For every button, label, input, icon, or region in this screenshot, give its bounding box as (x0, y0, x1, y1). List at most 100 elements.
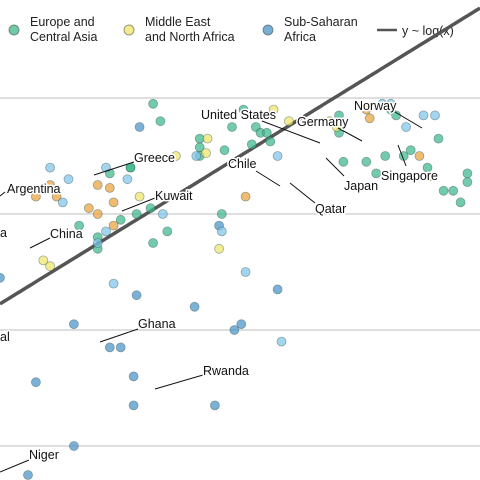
point-series2-17 (69, 441, 79, 451)
legend-marker-ssa (262, 24, 274, 36)
point-series1-6 (38, 255, 49, 266)
point-series2-6 (0, 272, 5, 283)
point-series0-37 (462, 177, 473, 188)
point-series2-1 (131, 290, 142, 301)
point-series1-0 (201, 148, 211, 159)
point-series4-18 (157, 209, 168, 219)
point-series1-9 (170, 151, 181, 161)
annotation-label-3: Japan (344, 179, 378, 193)
annotation-leader-4 (397, 144, 407, 167)
point-series0-8 (246, 139, 257, 150)
point-series0-36 (462, 168, 473, 179)
point-series3-9 (182, 191, 193, 202)
point-series0-5 (219, 145, 230, 156)
annotation-label-15: Niger (29, 448, 59, 462)
annotation-label-11: a (0, 226, 7, 240)
annotation-label-0: Norway (354, 99, 397, 113)
point-series4-5 (45, 162, 55, 173)
point-series0-13 (216, 209, 227, 219)
point-series2-14 (236, 319, 247, 330)
point-series2-13 (229, 325, 240, 335)
annotation-label-7: Greece (134, 151, 175, 165)
point-series0-1 (155, 116, 166, 127)
point-series3-12 (364, 113, 375, 124)
point-series0-15 (148, 238, 159, 248)
point-series3-1 (45, 180, 55, 190)
point-series0-26 (380, 151, 391, 161)
point-series0-41 (74, 220, 84, 231)
annotation-leader-1 (261, 120, 321, 144)
point-series4-15 (401, 122, 412, 132)
point-series3-8 (104, 182, 115, 193)
point-series4-6 (57, 197, 68, 208)
annotation-label-12: Ghana (138, 317, 176, 331)
point-series2-5 (31, 377, 41, 388)
point-series2-4 (115, 342, 126, 353)
point-series3-4 (92, 180, 103, 190)
annotation-leader-5 (255, 170, 281, 187)
point-series4-7 (63, 174, 74, 185)
point-series0-17 (131, 209, 142, 219)
point-series3-13 (414, 151, 425, 161)
point-series1-1 (268, 104, 279, 115)
point-series0-35 (455, 197, 466, 208)
point-series1-3 (283, 116, 294, 127)
point-series0-0 (148, 98, 159, 109)
point-series4-1 (216, 226, 227, 237)
point-series1-5 (45, 261, 55, 272)
legend-label-mena-line1: Middle East (145, 15, 211, 29)
annotation-leader-2 (337, 127, 363, 142)
annotation-leader-7 (93, 161, 135, 176)
point-series3-3 (83, 203, 94, 214)
point-series4-4 (101, 226, 111, 237)
legend-label-europe-line1: Europe and (30, 15, 95, 29)
point-series3-6 (108, 197, 119, 208)
point-series4-3 (276, 336, 287, 347)
point-series1-10 (214, 243, 225, 254)
annotation-label-8: Kuwait (155, 189, 193, 203)
point-series4-0 (191, 151, 202, 161)
point-series0-32 (433, 133, 444, 144)
point-series0-18 (115, 214, 126, 225)
legend: Europe and Central Asia Middle East and … (8, 15, 454, 44)
point-series0-33 (438, 185, 449, 196)
annotation-leader-14 (154, 374, 204, 390)
legend-label-ssa-line2: Africa (284, 30, 316, 44)
annotation-leader-10 (29, 237, 51, 249)
legend-label-trend: y ~ log(x) (402, 24, 454, 38)
point-series1-2 (202, 133, 213, 144)
point-series2-0 (189, 301, 200, 312)
point-series2-10 (128, 371, 139, 382)
grid (0, 97, 480, 447)
point-series2-2 (69, 319, 79, 330)
trend-line (0, 6, 480, 306)
point-series2-3 (104, 342, 115, 353)
annotation-layer: Norway United States Germany JapanSingapore… (0, 98, 440, 473)
annotation-leader-15 (0, 459, 30, 473)
annotation-label-6: Qatar (315, 202, 346, 216)
point-series0-25 (371, 168, 382, 179)
points-layer (0, 98, 473, 480)
annotation-label-14: Rwanda (203, 364, 249, 378)
point-series0-16 (145, 203, 156, 214)
annotation-label-13: al (0, 330, 10, 344)
legend-marker-europe (8, 24, 20, 36)
point-series2-15 (272, 284, 283, 295)
point-series3-11 (361, 104, 372, 115)
point-series0-11 (261, 127, 272, 138)
point-series2-11 (128, 400, 139, 411)
annotation-label-4: Singapore (381, 169, 438, 183)
point-series2-7 (23, 470, 33, 480)
point-series1-7 (324, 116, 335, 127)
point-series4-8 (92, 238, 103, 248)
annotation-leader-9 (0, 191, 6, 197)
annotation-leader-0 (394, 111, 423, 129)
annotation-leader-8 (121, 197, 156, 212)
point-series0-7 (238, 104, 249, 115)
legend-label-mena-line2: and North Africa (145, 30, 235, 44)
point-series2-18 (134, 122, 145, 132)
legend-label-ssa-line1: Sub-Saharan (284, 15, 358, 29)
point-series0-34 (448, 185, 459, 196)
point-series1-8 (331, 122, 342, 132)
